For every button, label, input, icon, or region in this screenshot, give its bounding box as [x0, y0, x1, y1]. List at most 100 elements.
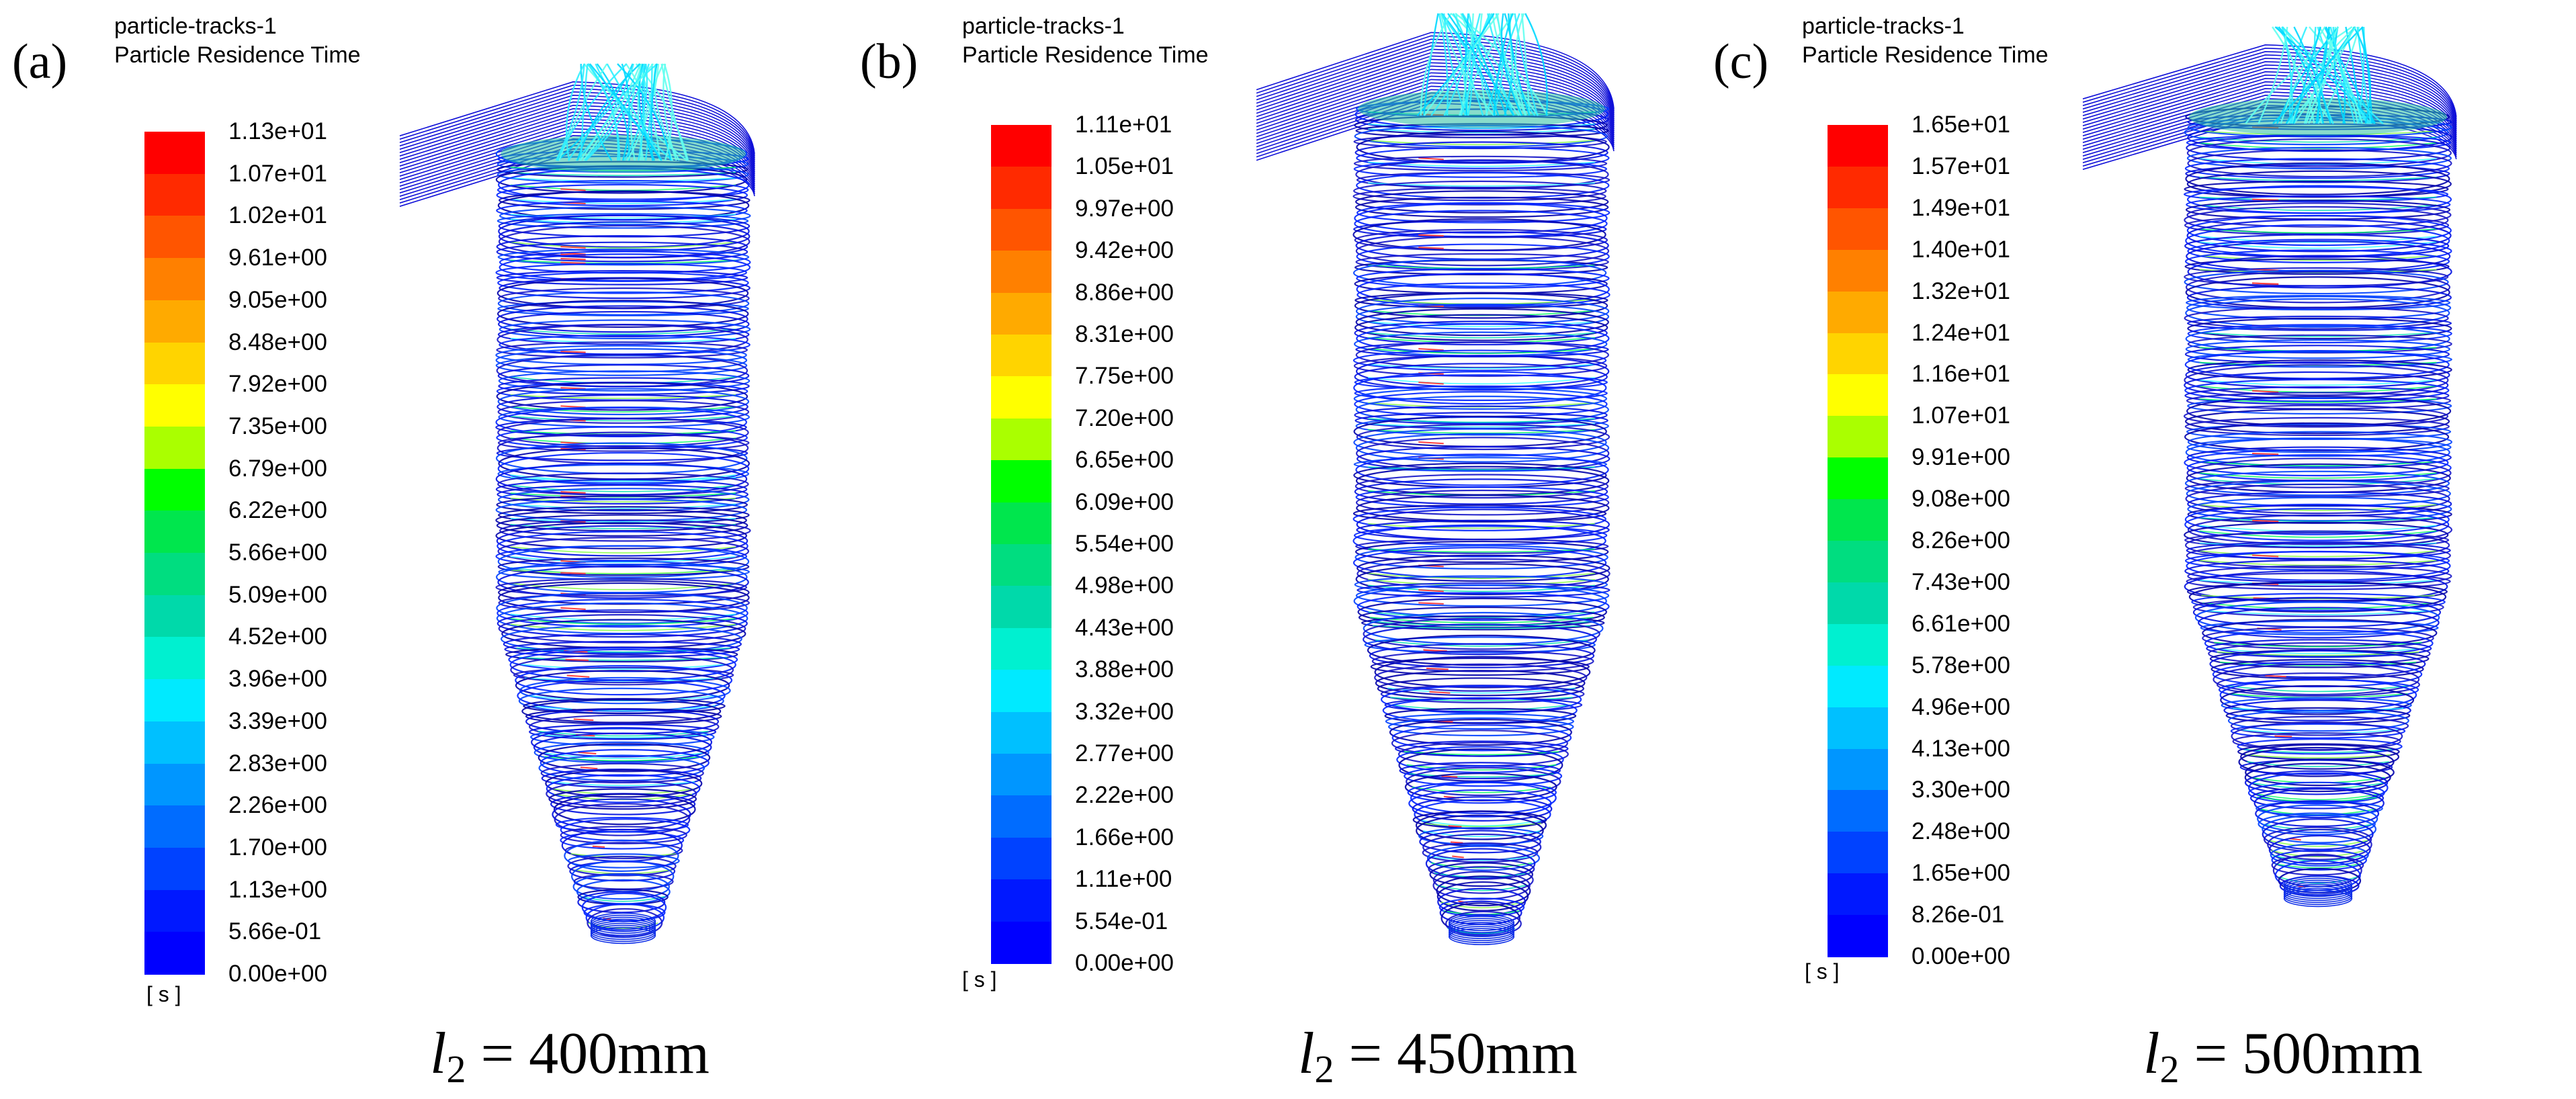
colorbar-tick-label: 7.35e+00 [228, 412, 327, 439]
colorbar-segment [1828, 333, 1888, 375]
swirl-track-highlight [1368, 128, 1595, 134]
vortex-plume-track [1514, 13, 1527, 116]
colorbar-segment [1828, 374, 1888, 416]
legend-title-line2: Particle Residence Time [1802, 42, 2049, 68]
swirl-track [1356, 268, 1610, 289]
colorbar-tick-label: 9.42e+00 [1075, 237, 1174, 264]
swirl-track [2186, 572, 2451, 590]
swirl-track-highlight [1368, 466, 1595, 470]
swirl-track [1432, 866, 1534, 894]
inlet-track [2082, 71, 2457, 134]
cyclone-particle-tracks [2082, 26, 2457, 908]
colorbar-tick-label: 5.78e+00 [1912, 652, 2010, 678]
colorbar-tick-label: 5.09e+00 [228, 581, 327, 608]
swirl-track [1354, 314, 1608, 341]
swirl-track-hot [560, 491, 586, 494]
colorbar-tick-label: 4.52e+00 [228, 623, 327, 650]
vortex-plume-track [1493, 13, 1514, 116]
unit-label: [ s ] [1805, 959, 1840, 983]
swirl-track-highlight [2199, 236, 2437, 243]
swirl-track [1353, 220, 1607, 238]
swirl-track [496, 200, 748, 221]
swirl-track [2184, 408, 2450, 435]
swirl-track [1353, 525, 1608, 545]
vortex-plume-track [1460, 13, 1475, 116]
vortex-plume-track [2318, 26, 2364, 124]
swirl-track [2238, 746, 2395, 777]
vortex-plume-track [1423, 13, 1500, 116]
colorbar-segment [144, 721, 205, 764]
swirl-track [1357, 282, 1611, 308]
colorbar-tick-label: 5.66e+00 [228, 539, 327, 566]
swirl-track-highlight [538, 730, 709, 737]
swirl-track [503, 633, 742, 655]
swirl-track [499, 206, 751, 226]
vortex-plume-track [2333, 26, 2346, 124]
swirl-track [1363, 623, 1597, 656]
inlet-track [2082, 57, 2457, 126]
swirl-track-highlight [520, 664, 726, 670]
vortex-plume-track [1440, 13, 1495, 116]
swirl-track [1428, 858, 1535, 880]
colorbar-segment [991, 879, 1051, 922]
colorbar-tick-label: 7.92e+00 [228, 371, 327, 398]
swirl-track-highlight [528, 695, 718, 702]
colorbar-tick-label: 7.20e+00 [1075, 404, 1174, 431]
colorbar-segment [144, 511, 205, 554]
swirl-track-highlight [543, 752, 703, 759]
swirl-track [499, 519, 751, 542]
swirl-track-hot [1426, 667, 1449, 670]
vortex-plume-track [1485, 13, 1520, 116]
swirl-track-highlight [531, 705, 716, 712]
swirl-track [2187, 334, 2452, 354]
swirl-track [564, 839, 679, 872]
swirl-track [564, 842, 683, 860]
swirl-track [553, 793, 696, 826]
swirl-track [497, 271, 749, 294]
swirl-track [1410, 781, 1557, 814]
colorbar-segment [144, 595, 205, 638]
colorbar-tick-label: 6.79e+00 [228, 455, 327, 482]
colorbar-segment [991, 292, 1051, 335]
swirl-track [1398, 748, 1563, 782]
colorbar-tick-label: 4.96e+00 [1912, 693, 2010, 720]
dust-outlet-track [2283, 877, 2353, 895]
swirl-track [1354, 292, 1608, 319]
colorbar-tick-label: 3.96e+00 [228, 666, 327, 693]
vortex-plume-track [2292, 26, 2321, 124]
swirl-track-highlight [1368, 572, 1595, 579]
swirl-track-highlight [2199, 461, 2437, 467]
colorbar-tick-label: 8.26e+00 [1912, 527, 2010, 554]
dust-outlet-track [1448, 924, 1515, 941]
swirl-track [1419, 830, 1541, 854]
vortex-plume-track [1443, 13, 1467, 116]
panel-letter: (c) [1713, 34, 1769, 89]
swirl-track [2186, 138, 2452, 168]
colorbar-segment [991, 837, 1051, 880]
swirl-track [2249, 787, 2385, 809]
dust-outlet-track [1448, 920, 1515, 937]
swirl-track [1389, 718, 1572, 746]
swirl-track-highlight [1430, 856, 1533, 861]
swirl-track [2194, 601, 2440, 634]
swirl-track [2185, 271, 2451, 304]
colorbar-tick-label: 4.98e+00 [1075, 572, 1174, 599]
swirl-track [1406, 766, 1561, 797]
legend-title-line2: Particle Residence Time [114, 42, 361, 68]
colorbar-segment [1828, 665, 1888, 708]
swirl-track [2184, 269, 2449, 295]
dust-outlet-track [590, 916, 656, 934]
swirl-track-highlight [1406, 764, 1557, 771]
colorbar-tick-label: 2.77e+00 [1075, 740, 1174, 766]
swirl-track-highlight [510, 517, 736, 523]
vortex-plume-track [583, 63, 642, 161]
swirl-track [2270, 843, 2369, 867]
swirl-track [2186, 446, 2452, 469]
swirl-track [2268, 834, 2371, 865]
swirl-track-highlight [2255, 793, 2381, 801]
swirl-track-highlight [2199, 579, 2437, 585]
colorbar-tick-label: 1.70e+00 [228, 834, 327, 861]
vortex-plume-track [1440, 13, 1484, 116]
dust-outlet-track [2283, 879, 2353, 897]
inlet-track [1256, 55, 1615, 124]
